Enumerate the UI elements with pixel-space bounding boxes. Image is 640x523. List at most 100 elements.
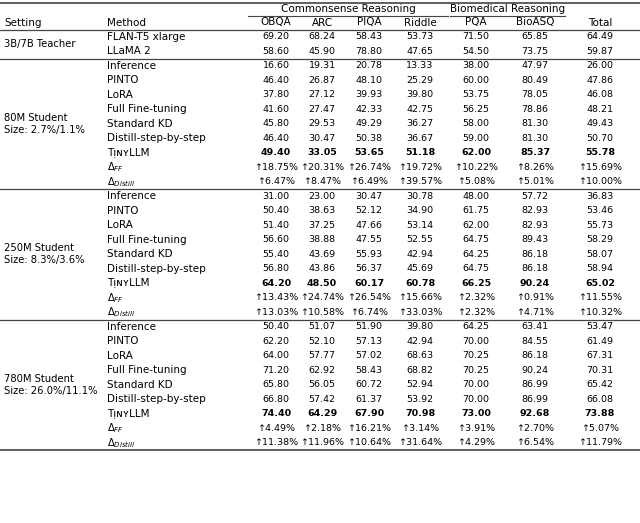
Text: 49.43: 49.43 — [586, 119, 614, 128]
Text: 70.00: 70.00 — [463, 337, 490, 346]
Text: ↑2.32%: ↑2.32% — [457, 308, 495, 317]
Text: ↑5.01%: ↑5.01% — [516, 177, 554, 186]
Text: ↑4.49%: ↑4.49% — [257, 424, 295, 433]
Text: 42.94: 42.94 — [406, 250, 433, 259]
Text: TᴉɴʏLLM: TᴉɴʏLLM — [107, 409, 150, 419]
Text: 45.69: 45.69 — [406, 264, 433, 273]
Text: Inference: Inference — [107, 322, 156, 332]
Text: 62.00: 62.00 — [463, 221, 490, 230]
Text: ↑8.26%: ↑8.26% — [516, 163, 554, 172]
Text: 63.41: 63.41 — [522, 322, 548, 331]
Text: 90.24: 90.24 — [522, 366, 548, 375]
Text: 56.60: 56.60 — [262, 235, 289, 244]
Text: Inference: Inference — [107, 191, 156, 201]
Text: ↑33.03%: ↑33.03% — [398, 308, 442, 317]
Text: 92.68: 92.68 — [520, 410, 550, 418]
Text: 250M Student
Size: 8.3%/3.6%: 250M Student Size: 8.3%/3.6% — [4, 243, 84, 266]
Text: 58.29: 58.29 — [586, 235, 614, 244]
Text: 55.40: 55.40 — [262, 250, 289, 259]
Text: ↑6.49%: ↑6.49% — [350, 177, 388, 186]
Text: 86.99: 86.99 — [522, 395, 548, 404]
Text: 57.02: 57.02 — [355, 351, 383, 360]
Text: 41.60: 41.60 — [262, 105, 289, 113]
Text: 84.55: 84.55 — [522, 337, 548, 346]
Text: ↑26.74%: ↑26.74% — [347, 163, 391, 172]
Text: 50.40: 50.40 — [262, 206, 289, 215]
Text: 52.12: 52.12 — [355, 206, 383, 215]
Text: Distill-step-by-step: Distill-step-by-step — [107, 264, 205, 274]
Text: 90.24: 90.24 — [520, 279, 550, 288]
Text: 56.80: 56.80 — [262, 264, 289, 273]
Text: 51.40: 51.40 — [262, 221, 289, 230]
Text: Riddle: Riddle — [404, 17, 436, 28]
Text: 37.25: 37.25 — [308, 221, 335, 230]
Text: 39.80: 39.80 — [406, 90, 433, 99]
Text: 30.47: 30.47 — [308, 134, 335, 143]
Text: 56.05: 56.05 — [308, 380, 335, 389]
Text: 86.18: 86.18 — [522, 351, 548, 360]
Text: 56.37: 56.37 — [355, 264, 383, 273]
Text: ARC: ARC — [312, 17, 333, 28]
Text: 30.78: 30.78 — [406, 192, 433, 201]
Text: ↑0.91%: ↑0.91% — [516, 293, 554, 302]
Text: 69.20: 69.20 — [262, 32, 289, 41]
Text: 47.66: 47.66 — [355, 221, 383, 230]
Text: ↑10.32%: ↑10.32% — [578, 308, 622, 317]
Text: 57.42: 57.42 — [308, 395, 335, 404]
Text: 60.72: 60.72 — [355, 380, 383, 389]
Text: $\Delta_{FF}$: $\Delta_{FF}$ — [107, 422, 124, 435]
Text: Commonsense Reasoning: Commonsense Reasoning — [280, 5, 415, 15]
Text: 42.75: 42.75 — [406, 105, 433, 113]
Text: 85.37: 85.37 — [520, 148, 550, 157]
Text: 47.86: 47.86 — [586, 76, 614, 85]
Text: 46.08: 46.08 — [586, 90, 614, 99]
Text: 46.40: 46.40 — [262, 76, 289, 85]
Text: 73.88: 73.88 — [585, 410, 615, 418]
Text: 70.25: 70.25 — [463, 351, 490, 360]
Text: 48.50: 48.50 — [307, 279, 337, 288]
Text: 59.87: 59.87 — [586, 47, 614, 56]
Text: Standard KD: Standard KD — [107, 380, 173, 390]
Text: 48.10: 48.10 — [355, 76, 383, 85]
Text: ↑6.54%: ↑6.54% — [516, 438, 554, 447]
Text: ↑2.18%: ↑2.18% — [303, 424, 341, 433]
Text: ↑20.31%: ↑20.31% — [300, 163, 344, 172]
Text: 53.47: 53.47 — [586, 322, 614, 331]
Text: ↑11.55%: ↑11.55% — [578, 293, 622, 302]
Text: 16.60: 16.60 — [262, 61, 289, 70]
Text: 53.73: 53.73 — [406, 32, 434, 41]
Text: 86.99: 86.99 — [522, 380, 548, 389]
Text: 29.53: 29.53 — [308, 119, 335, 128]
Text: 66.08: 66.08 — [586, 395, 614, 404]
Text: ↑5.07%: ↑5.07% — [581, 424, 619, 433]
Text: Standard KD: Standard KD — [107, 119, 173, 129]
Text: ↑15.69%: ↑15.69% — [578, 163, 622, 172]
Text: 73.00: 73.00 — [461, 410, 491, 418]
Text: ↑5.08%: ↑5.08% — [457, 177, 495, 186]
Text: $\Delta_{Distill}$: $\Delta_{Distill}$ — [107, 436, 136, 450]
Text: ↑6.47%: ↑6.47% — [257, 177, 295, 186]
Text: OBQA: OBQA — [260, 17, 291, 28]
Text: ↑3.14%: ↑3.14% — [401, 424, 439, 433]
Text: ↑4.71%: ↑4.71% — [516, 308, 554, 317]
Text: ↑19.72%: ↑19.72% — [398, 163, 442, 172]
Text: 53.75: 53.75 — [463, 90, 490, 99]
Text: 51.07: 51.07 — [308, 322, 335, 331]
Text: Total: Total — [588, 17, 612, 28]
Text: 89.43: 89.43 — [522, 235, 548, 244]
Text: 58.43: 58.43 — [355, 32, 383, 41]
Text: 37.80: 37.80 — [262, 90, 289, 99]
Text: 45.90: 45.90 — [308, 47, 335, 56]
Text: ↑24.74%: ↑24.74% — [300, 293, 344, 302]
Text: ↑2.32%: ↑2.32% — [457, 293, 495, 302]
Text: 61.49: 61.49 — [586, 337, 614, 346]
Text: 81.30: 81.30 — [522, 119, 548, 128]
Text: 33.05: 33.05 — [307, 148, 337, 157]
Text: ↑8.47%: ↑8.47% — [303, 177, 341, 186]
Text: 36.27: 36.27 — [406, 119, 433, 128]
Text: ↑11.96%: ↑11.96% — [300, 438, 344, 447]
Text: 54.50: 54.50 — [463, 47, 490, 56]
Text: PQA: PQA — [465, 17, 487, 28]
Text: 26.00: 26.00 — [586, 61, 614, 70]
Text: PINTO: PINTO — [107, 336, 138, 346]
